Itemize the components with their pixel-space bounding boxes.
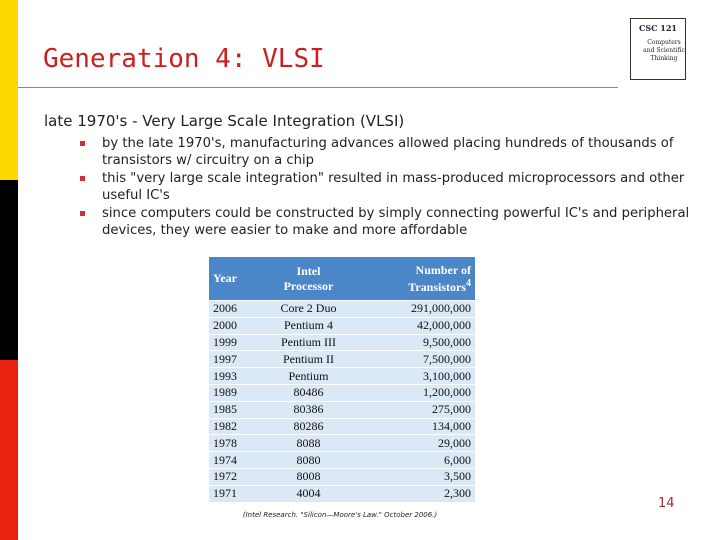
table-cell: 1972	[209, 467, 267, 486]
table-row: 1978 8088 29,000	[209, 434, 475, 452]
table-cell: 275,000	[349, 400, 475, 419]
table-cell: Pentium III	[267, 333, 350, 351]
table-cell: 134,000	[349, 417, 475, 435]
table-cell: 291,000,000	[349, 300, 475, 318]
table-cell: 80286	[267, 417, 350, 435]
footnote-mark: 4	[466, 277, 471, 289]
header-cell: Number of Transistors4	[349, 257, 475, 301]
table-cell: 8080	[267, 451, 350, 469]
stripe-yellow	[0, 0, 18, 180]
table-row: 2000 Pentium 4 42,000,000	[209, 316, 475, 335]
table-cell: 1978	[209, 434, 267, 452]
table-cell: 1989	[209, 383, 267, 402]
table-cell: Pentium II	[267, 350, 350, 368]
table-cell: 1997	[209, 350, 267, 368]
table-cell: 6,000	[349, 451, 475, 469]
page-number: 14	[658, 496, 675, 511]
caption: (Intel Research. "Silicon—Moore's Law." …	[242, 511, 438, 519]
table-cell: 80386	[267, 400, 350, 419]
table-cell: 1971	[209, 484, 267, 502]
bullet: this "very large scale integration" resu…	[80, 170, 690, 204]
header-cell: Intel Processor	[267, 257, 350, 301]
table-cell: 80486	[267, 383, 350, 402]
logo-text: CSC 121	[639, 23, 677, 33]
table-row: 1974 8080 6,000	[209, 451, 475, 469]
stripe-black	[0, 180, 18, 360]
title: Generation 4: VLSI	[43, 44, 325, 74]
table-cell: 29,000	[349, 434, 475, 452]
header-cell: Year	[209, 257, 267, 301]
header-row: Year Intel Processor Number of Transistors…	[209, 257, 475, 301]
table-cell: 9,500,000	[349, 333, 475, 351]
bullet: since computers could be constructed by …	[80, 205, 690, 239]
table-cell: 2000	[209, 316, 267, 335]
table-cell: Core 2 Duo	[267, 300, 350, 318]
table-row: 1999 Pentium III 9,500,000	[209, 333, 475, 351]
table-cell: 42,000,000	[349, 316, 475, 335]
table-cell: 8088	[267, 434, 350, 452]
table-cell: Pentium 4	[267, 316, 350, 335]
table-cell: 1999	[209, 333, 267, 351]
table-cell: 1993	[209, 367, 267, 385]
table-cell: 2,300	[349, 484, 475, 502]
header-text: Intel Processor	[283, 263, 334, 293]
table-cell: 1,200,000	[349, 383, 475, 402]
bullet: by the late 1970's, manufacturing advanc…	[80, 135, 690, 169]
table-cell: Pentium	[267, 367, 350, 385]
table-cell: 3,100,000	[349, 367, 475, 385]
table-cell: 1982	[209, 417, 267, 435]
table-cell: 3,500	[349, 467, 475, 486]
table-row: 1972 8008 3,500	[209, 467, 475, 486]
table-cell: 7,500,000	[349, 350, 475, 368]
stripe-red	[0, 360, 18, 540]
table-cell: 8008	[267, 467, 350, 486]
table-cell: 2006	[209, 300, 267, 318]
table-row: 1971 4004 2,300	[209, 484, 475, 502]
header-text: Year	[213, 271, 237, 285]
title-rule	[18, 87, 618, 88]
logo: CSC 121 Computers and Scientific Thinkin…	[630, 18, 686, 80]
table-cell: 4004	[267, 484, 350, 502]
transistor-table: Year Intel Processor Number of Transistors…	[209, 257, 475, 502]
intro: late 1970's - Very Large Scale Integrati…	[44, 112, 405, 130]
bullet-list: by the late 1970's, manufacturing advanc…	[80, 135, 690, 240]
table-row: 1982 80286 134,000	[209, 417, 475, 435]
table-row: 1989 80486 1,200,000	[209, 383, 475, 402]
table-row: 1997 Pentium II 7,500,000	[209, 350, 475, 368]
table-cell: 1985	[209, 400, 267, 419]
table-row: 1985 80386 275,000	[209, 400, 475, 419]
table-cell: 1974	[209, 451, 267, 469]
table-row: 2006 Core 2 Duo 291,000,000	[209, 300, 475, 318]
header-text: Number of Transistors	[408, 262, 471, 294]
table-row: 1993 Pentium 3,100,000	[209, 367, 475, 385]
logo-text: Computers and Scientific Thinking	[643, 39, 685, 62]
